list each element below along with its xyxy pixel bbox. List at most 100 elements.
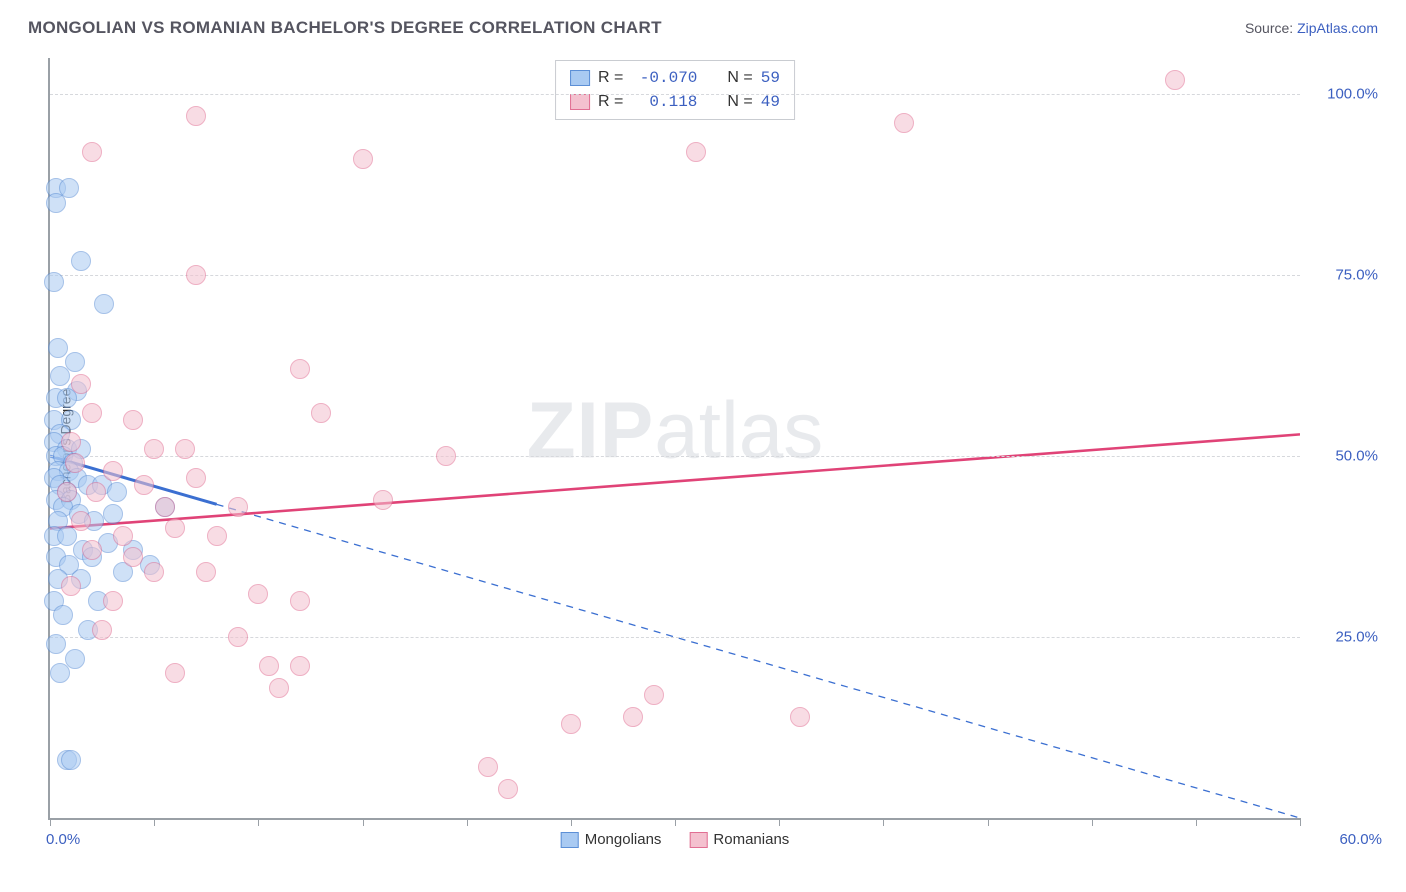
data-point-romanians [175,439,195,459]
data-point-romanians [123,410,143,430]
legend-label-mongolians: Mongolians [585,831,662,848]
x-tick-label: 0.0% [46,831,80,848]
data-point-romanians [478,757,498,777]
data-point-romanians [644,685,664,705]
data-point-mongolians [103,504,123,524]
x-tick [1196,818,1197,826]
data-point-romanians [103,591,123,611]
chart-title: MONGOLIAN VS ROMANIAN BACHELOR'S DEGREE … [28,18,662,38]
data-point-romanians [436,446,456,466]
data-point-romanians [61,576,81,596]
scatter-plot-area: ZIPatlas R =-0.070N =59R =0.118N =49 Mon… [48,58,1300,820]
data-point-romanians [82,403,102,423]
x-tick [154,818,155,826]
data-point-romanians [498,779,518,799]
data-point-romanians [61,432,81,452]
correlation-row-mongolians: R =-0.070N =59 [570,66,780,90]
data-point-romanians [290,359,310,379]
data-point-mongolians [94,294,114,314]
y-tick-label: 50.0% [1308,448,1378,465]
x-tick [363,818,364,826]
legend-swatch-romanians [570,94,590,110]
data-point-romanians [623,707,643,727]
data-point-romanians [686,142,706,162]
x-tick [467,818,468,826]
source-link[interactable]: ZipAtlas.com [1297,20,1378,36]
trend-lines-svg [50,58,1300,818]
legend-swatch-mongolians [561,832,579,848]
data-point-romanians [57,482,77,502]
data-point-romanians [248,584,268,604]
source-attribution: Source: ZipAtlas.com [1245,20,1378,36]
x-tick [883,818,884,826]
data-point-romanians [65,453,85,473]
gridline-h [50,456,1300,457]
data-point-romanians [311,403,331,423]
x-tick [779,818,780,826]
gridline-h [50,94,1300,95]
data-point-romanians [144,562,164,582]
y-tick-label: 75.0% [1308,267,1378,284]
data-point-romanians [165,663,185,683]
data-point-romanians [186,265,206,285]
data-point-romanians [165,518,185,538]
legend-item-romanians: Romanians [689,831,789,848]
data-point-romanians [71,374,91,394]
data-point-romanians [113,526,133,546]
data-point-romanians [269,678,289,698]
x-tick [1092,818,1093,826]
data-point-romanians [196,562,216,582]
data-point-romanians [290,591,310,611]
data-point-mongolians [53,605,73,625]
data-point-romanians [82,142,102,162]
correlation-legend: R =-0.070N =59R =0.118N =49 [555,60,795,120]
y-tick-label: 25.0% [1308,629,1378,646]
gridline-h [50,275,1300,276]
data-point-romanians [82,540,102,560]
data-point-mongolians [71,251,91,271]
trend-line-mongolians-dashed [217,504,1300,818]
data-point-mongolians [61,750,81,770]
series-legend: Mongolians Romanians [561,831,790,848]
data-point-romanians [103,461,123,481]
data-point-romanians [790,707,810,727]
x-tick [675,818,676,826]
data-point-romanians [561,714,581,734]
data-point-mongolians [44,272,64,292]
data-point-romanians [134,475,154,495]
data-point-mongolians [46,634,66,654]
data-point-romanians [228,497,248,517]
y-tick-label: 100.0% [1308,86,1378,103]
data-point-romanians [259,656,279,676]
n-value-mongolians: 59 [761,66,780,90]
data-point-romanians [1165,70,1185,90]
data-point-mongolians [48,338,68,358]
data-point-romanians [92,620,112,640]
data-point-romanians [353,149,373,169]
data-point-romanians [71,511,91,531]
watermark: ZIPatlas [527,385,823,477]
x-tick-label: 60.0% [1339,831,1382,848]
data-point-romanians [228,627,248,647]
data-point-romanians [144,439,164,459]
legend-label-romanians: Romanians [713,831,789,848]
data-point-mongolians [50,366,70,386]
chart-header: MONGOLIAN VS ROMANIAN BACHELOR'S DEGREE … [28,18,1378,38]
data-point-romanians [86,482,106,502]
data-point-romanians [155,497,175,517]
data-point-romanians [186,106,206,126]
x-tick [50,818,51,826]
x-tick [1300,818,1301,826]
data-point-romanians [373,490,393,510]
x-tick [571,818,572,826]
r-value-mongolians: -0.070 [631,66,697,90]
data-point-romanians [186,468,206,488]
legend-item-mongolians: Mongolians [561,831,662,848]
data-point-mongolians [107,482,127,502]
data-point-romanians [123,547,143,567]
x-tick [258,818,259,826]
data-point-romanians [894,113,914,133]
data-point-mongolians [50,663,70,683]
data-point-mongolians [46,193,66,213]
data-point-romanians [207,526,227,546]
